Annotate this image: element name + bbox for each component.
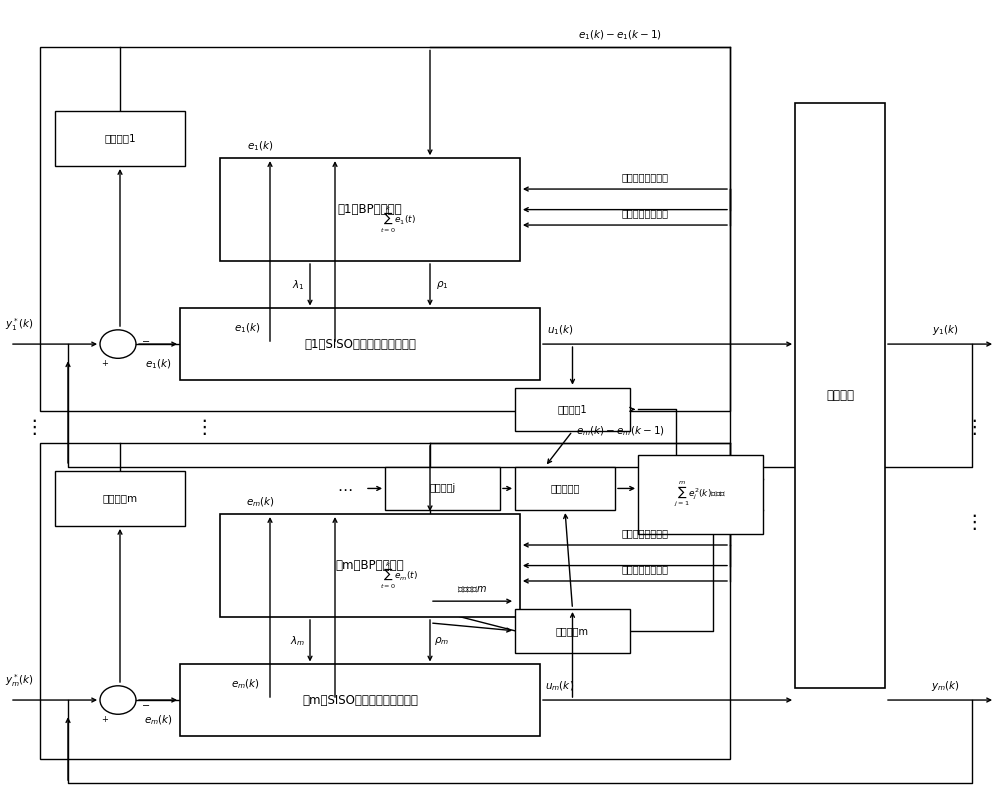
Text: $e_m(k)-e_m(k-1)$: $e_m(k)-e_m(k-1)$ [576,424,664,438]
Bar [220,514,520,617]
Text: $\vdots$: $\vdots$ [24,417,36,437]
Text: 更新输出层权系数: 更新输出层权系数 [622,564,668,574]
Text: 第1个SISO紧格式无模型控制器: 第1个SISO紧格式无模型控制器 [304,338,416,350]
Text: 梯度信息集: 梯度信息集 [550,483,580,494]
Bar [40,443,730,759]
Text: 第m个BP神经网络: 第m个BP神经网络 [336,559,404,572]
Text: $\vdots$: $\vdots$ [194,417,206,437]
Text: +: + [102,715,108,725]
Text: $e_m(k)$: $e_m(k)$ [144,713,172,727]
Text: $\vdots$: $\vdots$ [964,417,976,437]
Bar [220,158,520,261]
Text: $e_1(k)$: $e_1(k)$ [234,321,260,335]
Text: $e_1(k)-e_1(k-1)$: $e_1(k)-e_1(k-1)$ [578,28,662,43]
Bar [385,467,500,510]
Text: 第m个SISO紧格式无模型控制器: 第m个SISO紧格式无模型控制器 [302,694,418,706]
Bar [795,103,885,688]
Text: 梯度信息1: 梯度信息1 [558,404,587,414]
Text: $y_m(k)$: $y_m(k)$ [931,679,959,693]
Bar [55,111,185,166]
Text: $\cdots$: $\cdots$ [337,481,353,496]
Text: $\sum_{t=0}^{k}e_m(t)$: $\sum_{t=0}^{k}e_m(t)$ [380,560,418,591]
Text: $-$: $-$ [141,699,151,709]
Text: 第1个BP神经网络: 第1个BP神经网络 [338,203,402,216]
Text: $e_1(k)$: $e_1(k)$ [247,139,273,153]
Text: $\lambda_m$: $\lambda_m$ [290,634,306,648]
Text: 更新输出层权系数: 更新输出层权系数 [622,208,668,218]
Text: $\rho_m$: $\rho_m$ [434,634,450,647]
Text: $\vdots$: $\vdots$ [964,512,976,532]
Text: $y_1(k)$: $y_1(k)$ [932,323,958,337]
Text: 梯度信息j: 梯度信息j [429,483,456,494]
Bar [180,664,540,736]
Text: 系统误差m: 系统误差m [102,494,138,503]
Text: $\rho_1$: $\rho_1$ [436,278,448,291]
Text: $\sum_{t=0}^{k}e_1(t)$: $\sum_{t=0}^{k}e_1(t)$ [380,204,416,235]
Text: 系统误差1: 系统误差1 [104,134,136,143]
Text: 梯度信息$m$: 梯度信息$m$ [457,585,488,594]
Text: $-$: $-$ [141,335,151,345]
Bar [515,467,615,510]
Text: $y_m^*(k)$: $y_m^*(k)$ [5,672,34,689]
Text: $\lambda_1$: $\lambda_1$ [292,278,304,292]
Text: 被控对象: 被控对象 [826,389,854,402]
Text: $y_1^*(k)$: $y_1^*(k)$ [5,316,34,333]
Text: +: + [102,359,108,369]
Bar [515,388,630,431]
Text: 更新隐含层权系数: 更新隐含层权系数 [622,528,668,538]
Text: $\sum_{j=1}^{m}e_j^2(k)$最小化: $\sum_{j=1}^{m}e_j^2(k)$最小化 [674,479,727,509]
Text: 梯度信息m: 梯度信息m [556,626,589,636]
Text: 更新隐含层权系数: 更新隐含层权系数 [622,172,668,182]
Bar [55,471,185,526]
Bar [515,609,630,653]
Text: $u_m(k)$: $u_m(k)$ [545,679,575,693]
Text: $e_m(k)$: $e_m(k)$ [231,677,260,691]
Bar [638,455,763,534]
Bar [180,308,540,380]
Text: $e_1(k)$: $e_1(k)$ [145,357,171,371]
Bar [40,47,730,411]
Text: $e_m(k)$: $e_m(k)$ [246,495,274,509]
Text: $u_1(k)$: $u_1(k)$ [547,323,573,337]
